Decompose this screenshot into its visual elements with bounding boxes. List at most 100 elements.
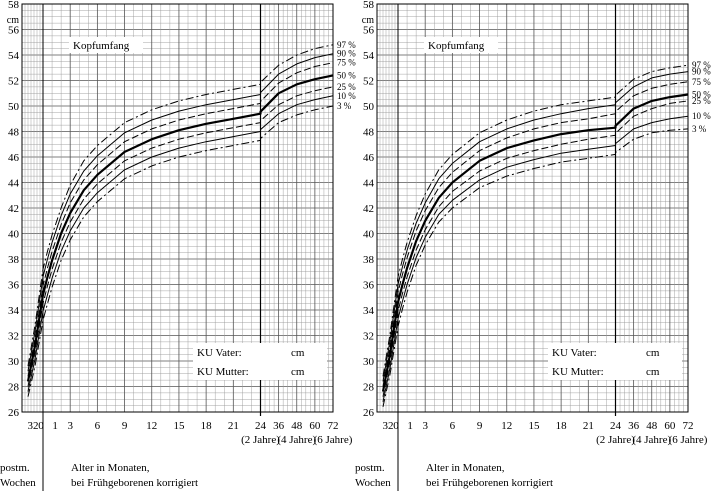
percentile-curve-90 [382, 71, 689, 382]
y-tick-label: 32 [8, 331, 19, 343]
x-tick-label: 72 [683, 420, 694, 432]
x-tick-label: 48 [646, 420, 658, 432]
y-tick-label: 44 [363, 178, 375, 190]
percentile-label: 97 % [337, 40, 356, 50]
y-tick-label: 50 [8, 101, 20, 113]
x-axis-title-line1: Alter in Monaten, [426, 462, 505, 474]
parent-field-unit: cm [291, 347, 305, 359]
percentile-curve-10 [27, 95, 334, 392]
y-tick-label: 38 [363, 254, 375, 266]
y-tick-label: 58 [363, 0, 375, 11]
percentile-label: 25 % [692, 96, 711, 106]
x-tick-label: 6 [95, 420, 101, 432]
y-tick-label: 52 [8, 76, 19, 88]
y-tick-label: 56 [8, 25, 20, 37]
x-axis-title-line2: bei Frühgeborenen korrigiert [71, 477, 198, 489]
parent-field-label: KU Vater: [197, 347, 242, 359]
x-axis-title-line2: bei Frühgeborenen korrigiert [426, 477, 553, 489]
percentile-label: 10 % [337, 91, 356, 101]
x-tick-label: 12 [501, 420, 512, 432]
x-tick-label: 21 [583, 420, 594, 432]
parent-field-label: KU Vater: [552, 347, 597, 359]
parent-field-unit: cm [646, 366, 660, 378]
y-axis-labels: 26 28 30 32 34 36 38 40 42 44 46 48 50 52 54 56 58 cm [362, 0, 375, 419]
y-tick-label: 46 [363, 152, 375, 164]
weeks-label-line1: postm. [355, 462, 385, 474]
title-background [69, 37, 143, 53]
y-tick-label: 34 [8, 305, 20, 317]
parent-box-background [193, 343, 327, 380]
percentile-curves: 97 %90 %75 %50 %25 %10 %3 % [26, 40, 356, 397]
parent-field-unit: cm [646, 347, 660, 359]
parent-field-label: KU Mutter: [552, 366, 604, 378]
y-tick-label: 44 [8, 178, 20, 190]
x-tick-label: 1 [407, 420, 413, 432]
percentile-curve-3 [27, 105, 334, 397]
y-tick-label: 26 [8, 407, 20, 419]
y-tick-label: 50 [363, 101, 375, 113]
x-tick-label: 48 [291, 420, 303, 432]
y-tick-label: 48 [363, 127, 375, 139]
year-label: (2 Jahre) [596, 434, 635, 446]
y-tick-label: 34 [363, 305, 375, 317]
x-tick-label: 15 [173, 420, 185, 432]
weeks-label-line1: postm. [0, 462, 30, 474]
y-tick-label: 46 [8, 152, 20, 164]
parent-box-background [548, 343, 682, 380]
parent-measurements-box: KU Vater: cm KU Mutter: cm [548, 343, 682, 380]
year-label: (4 Jahre) [632, 434, 671, 446]
percentile-label: 97 % [692, 60, 711, 70]
x-tick-label: 24 [610, 420, 622, 432]
y-tick-label: 48 [8, 127, 20, 139]
x-tick-label: 0 [38, 420, 44, 432]
x-tick-label: 6 [450, 420, 456, 432]
x-tick-label: 18 [556, 420, 568, 432]
percentile-curve-3 [382, 128, 689, 408]
x-tick-label: 1 [52, 420, 58, 432]
y-tick-label: 56 [363, 25, 375, 37]
year-label: (2 Jahre) [241, 434, 280, 446]
percentile-label: 75 % [692, 77, 711, 87]
percentile-label: 90 % [337, 49, 356, 59]
plot-frame [21, 3, 334, 413]
percentile-label: 90 % [692, 67, 711, 77]
y-axis-unit: cm [362, 15, 374, 26]
y-tick-label: 30 [363, 356, 375, 368]
y-tick-label: 54 [8, 50, 20, 62]
y-tick-label: 42 [363, 203, 374, 215]
parent-measurements-box: KU Vater: cm KU Mutter: cm [193, 343, 327, 380]
percentile-curve-50 [26, 74, 334, 382]
percentile-curve-10 [382, 115, 689, 402]
x-tick-label: 15 [528, 420, 540, 432]
x-tick-label: 24 [255, 420, 267, 432]
title-background [424, 37, 498, 53]
y-tick-label: 58 [8, 0, 20, 11]
year-label: (4 Jahre) [277, 434, 316, 446]
y-tick-label: 40 [8, 229, 20, 241]
x-tick-label: 60 [309, 420, 321, 432]
parent-field-unit: cm [291, 366, 305, 378]
percentile-label: 3 % [337, 101, 352, 111]
percentile-curves: 97 %90 %75 %50 %25 %10 %3 % [381, 60, 711, 408]
y-tick-label: 26 [363, 407, 375, 419]
percentile-label: 3 % [692, 124, 707, 134]
x-tick-label: 36 [273, 420, 285, 432]
week-tick-label: 32 [28, 420, 39, 432]
chart-title: Kopfumfang [428, 40, 485, 52]
x-tick-label: 60 [664, 420, 676, 432]
weeks-label-line2: Wochen [355, 477, 391, 489]
x-tick-label: 21 [228, 420, 239, 432]
x-tick-label: 36 [628, 420, 640, 432]
percentile-curve-25 [27, 86, 334, 387]
percentile-curve-90 [27, 53, 334, 372]
percentile-curve-50 [381, 93, 689, 392]
x-tick-label: 12 [146, 420, 157, 432]
y-tick-label: 32 [363, 331, 374, 343]
percentile-curve-97 [27, 44, 334, 367]
x-axis-title-line1: Alter in Monaten, [71, 462, 150, 474]
x-tick-label: 3 [422, 420, 428, 432]
y-tick-label: 42 [8, 203, 19, 215]
week-tick-label: 32 [383, 420, 394, 432]
y-axis-unit: cm [7, 15, 19, 26]
